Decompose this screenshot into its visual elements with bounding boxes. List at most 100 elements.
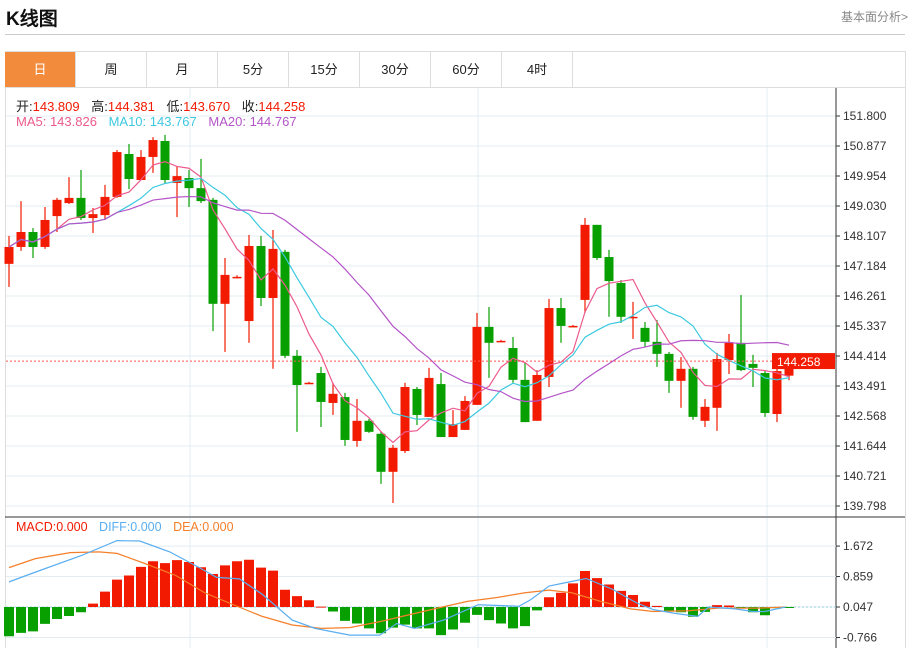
close-value: 144.258 <box>258 99 306 114</box>
candle <box>724 334 734 375</box>
price-tick-label: 148.107 <box>843 229 887 243</box>
candle-body <box>40 219 50 247</box>
open-label: 开: <box>16 99 33 114</box>
macd-bar <box>412 607 422 629</box>
candle-body <box>592 224 602 259</box>
tab-4hour[interactable]: 4时 <box>502 52 573 87</box>
candle <box>16 201 26 251</box>
candle <box>64 177 74 205</box>
price-tick-label: 150.877 <box>843 139 887 153</box>
candle <box>484 307 494 378</box>
candle <box>136 150 146 181</box>
macd-bar <box>616 590 626 607</box>
candle-body <box>244 245 254 322</box>
macd-bar <box>184 562 194 607</box>
candle <box>88 207 98 233</box>
price-tick-label: 139.798 <box>843 499 887 513</box>
candle <box>40 206 50 249</box>
candle <box>124 143 134 190</box>
candle <box>472 312 482 405</box>
price-tick-label: 149.030 <box>843 199 887 213</box>
price-tick-label: 146.261 <box>843 289 887 303</box>
ma5-line <box>8 160 790 444</box>
high-value: 144.381 <box>107 99 155 114</box>
tab-60min[interactable]: 60分 <box>431 52 502 87</box>
price-tick-label: 149.954 <box>843 169 887 183</box>
macd-bar <box>136 566 146 607</box>
candle-body <box>232 276 242 279</box>
candle-body <box>220 274 230 304</box>
candle <box>436 373 446 438</box>
candle-body <box>316 373 326 402</box>
tab-5min[interactable]: 5分 <box>218 52 289 87</box>
candle-body <box>52 199 62 217</box>
candle <box>520 361 530 423</box>
fundamental-analysis-link[interactable]: 基本面分析> <box>840 10 908 24</box>
candle <box>700 399 710 427</box>
candle <box>544 298 554 388</box>
candle-body <box>688 368 698 417</box>
tab-day[interactable]: 日 <box>5 52 76 87</box>
candle-body <box>760 373 770 414</box>
candle-body <box>4 246 14 264</box>
period-tabs: 日 周 月 5分 15分 30分 60分 4时 <box>5 52 905 88</box>
macd-bar <box>580 571 590 607</box>
candle-body <box>700 406 710 421</box>
macd-bar <box>328 607 338 612</box>
macd-bar <box>340 607 350 621</box>
candle <box>760 370 770 417</box>
tab-month[interactable]: 月 <box>147 52 218 87</box>
ma10-line <box>8 177 790 426</box>
candle <box>628 301 638 339</box>
candle <box>616 280 626 323</box>
macd-bar <box>568 583 578 607</box>
macd-bar <box>292 596 302 607</box>
candle <box>376 431 386 484</box>
price-tick-label: 140.721 <box>843 469 887 483</box>
dea-value: DEA:0.000 <box>173 520 234 534</box>
macd-bar <box>592 578 602 607</box>
candle <box>364 418 374 433</box>
macd-bar <box>100 591 110 607</box>
candle <box>148 137 158 173</box>
candle-body <box>448 424 458 438</box>
candle-body <box>196 188 206 202</box>
macd-bar <box>172 560 182 607</box>
ma20-value: MA20: 144.767 <box>208 114 297 129</box>
price-tick-label: 147.184 <box>843 259 887 273</box>
macd-bar <box>748 607 758 613</box>
candle-body <box>484 326 494 343</box>
candle <box>328 382 338 415</box>
candle-body <box>568 325 578 328</box>
candle-body <box>292 355 302 386</box>
macd-bar <box>304 600 314 607</box>
candle-body <box>724 342 734 361</box>
candle <box>688 366 698 420</box>
dea-line <box>8 551 786 629</box>
candle <box>736 295 746 372</box>
price-tick-label: 142.568 <box>843 409 887 423</box>
candle <box>676 357 686 408</box>
tab-week[interactable]: 周 <box>76 52 147 87</box>
close-label: 收: <box>241 99 259 114</box>
macd-bar <box>40 607 50 624</box>
candle <box>292 349 302 432</box>
candle-body <box>28 232 38 247</box>
macd-tick-label: -0.766 <box>843 630 877 644</box>
last-price-label: 144.258 <box>777 355 821 369</box>
candle-body <box>160 141 170 181</box>
candle <box>220 258 230 352</box>
candle <box>4 235 14 287</box>
candle-body <box>604 257 614 282</box>
macd-bar <box>220 565 230 607</box>
open-value: 143.809 <box>32 99 80 114</box>
tab-30min[interactable]: 30分 <box>360 52 431 87</box>
low-value: 143.670 <box>183 99 231 114</box>
macd-bar <box>640 601 650 607</box>
macd-bar <box>316 606 326 608</box>
candle-body <box>364 420 374 432</box>
candle-body <box>376 433 386 472</box>
macd-bar <box>208 574 218 607</box>
candle <box>664 351 674 393</box>
tab-15min[interactable]: 15分 <box>289 52 360 87</box>
